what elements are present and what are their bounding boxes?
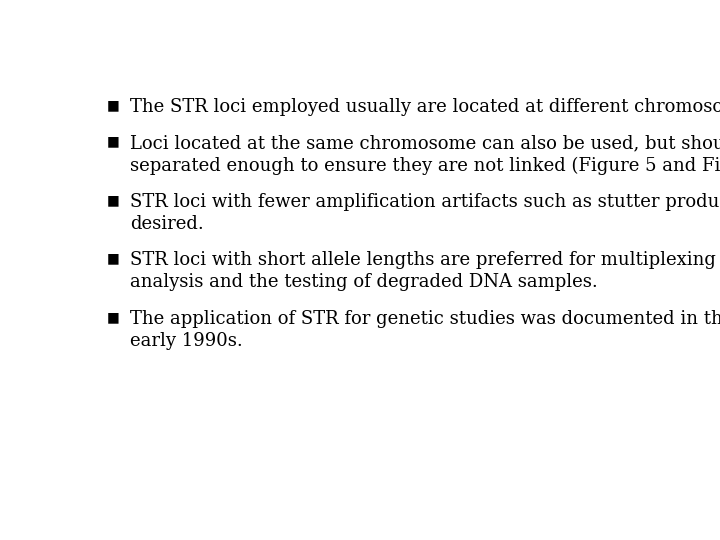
Text: The application of STR for genetic studies was documented in the: The application of STR for genetic studi…	[130, 310, 720, 328]
Text: ■: ■	[107, 252, 120, 266]
Text: analysis and the testing of degraded DNA samples.: analysis and the testing of degraded DNA…	[130, 273, 598, 292]
Text: STR loci with fewer amplification artifacts such as stutter products, are: STR loci with fewer amplification artifa…	[130, 193, 720, 211]
Text: The STR loci employed usually are located at different chromosomes.: The STR loci employed usually are locate…	[130, 98, 720, 116]
Text: STR loci with short allele lengths are preferred for multiplexing STR: STR loci with short allele lengths are p…	[130, 252, 720, 269]
Text: ■: ■	[107, 193, 120, 207]
Text: ■: ■	[107, 310, 120, 324]
Text: ■: ■	[107, 98, 120, 112]
Text: ■: ■	[107, 134, 120, 149]
Text: desired.: desired.	[130, 215, 204, 233]
Text: Loci located at the same chromosome can also be used, but should be: Loci located at the same chromosome can …	[130, 134, 720, 153]
Text: early 1990s.: early 1990s.	[130, 332, 243, 350]
Text: separated enough to ensure they are not linked (Figure 5 and Figure 6).: separated enough to ensure they are not …	[130, 157, 720, 175]
